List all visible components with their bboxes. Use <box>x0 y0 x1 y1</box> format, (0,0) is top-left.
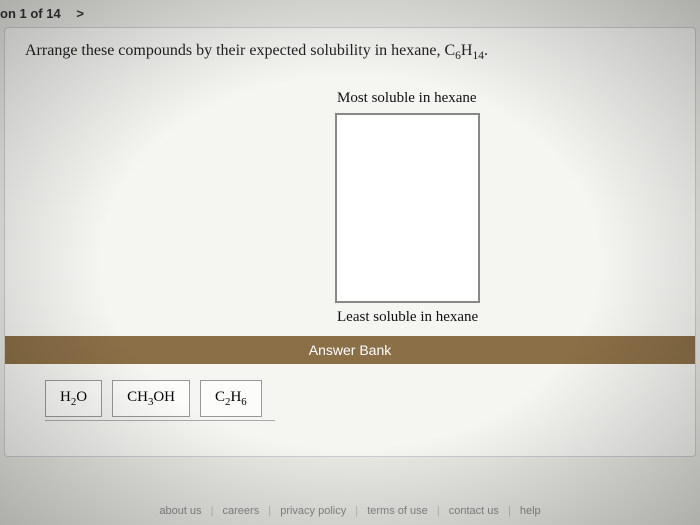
question-prefix: Arrange these compounds by their expecte… <box>25 42 455 59</box>
answer-bank-label: Answer Bank <box>309 342 391 358</box>
footer-links: about us | careers | privacy policy | te… <box>0 505 700 517</box>
least-soluble-label: Least soluble in hexane <box>337 309 480 326</box>
question-mid: H <box>461 42 473 59</box>
footer-sep: | <box>437 505 440 517</box>
question-sub2: 14 <box>472 50 484 62</box>
compound-chip-ch3oh[interactable]: CH3OH <box>112 380 190 417</box>
footer-sep: | <box>211 505 214 517</box>
footer-help[interactable]: help <box>520 505 541 517</box>
progress-text: on 1 of 14 <box>0 6 61 21</box>
answer-bank-header: Answer Bank <box>5 336 695 364</box>
question-prompt: Arrange these compounds by their expecte… <box>25 42 675 62</box>
footer-terms[interactable]: terms of use <box>367 505 428 517</box>
footer-careers[interactable]: careers <box>223 505 260 517</box>
question-progress-header: on 1 of 14 > <box>0 0 700 27</box>
next-question-button[interactable]: > <box>76 6 84 21</box>
compound-chip-h2o[interactable]: H2O <box>45 380 102 417</box>
most-soluble-label: Most soluble in hexane <box>337 90 480 107</box>
question-suffix: . <box>484 42 488 59</box>
footer-sep: | <box>355 505 358 517</box>
footer-sep: | <box>268 505 271 517</box>
footer-sep: | <box>508 505 511 517</box>
footer-contact[interactable]: contact us <box>449 505 499 517</box>
answer-bank-items: H2O CH3OH C2H6 <box>45 380 262 417</box>
ranking-dropzone[interactable] <box>335 113 480 303</box>
question-panel: Arrange these compounds by their expecte… <box>4 27 696 457</box>
footer-about-us[interactable]: about us <box>159 505 201 517</box>
ranking-dropzone-area: Most soluble in hexane Least soluble in … <box>335 90 480 326</box>
divider <box>45 420 275 421</box>
footer-privacy[interactable]: privacy policy <box>280 505 346 517</box>
compound-chip-c2h6[interactable]: C2H6 <box>200 380 262 417</box>
